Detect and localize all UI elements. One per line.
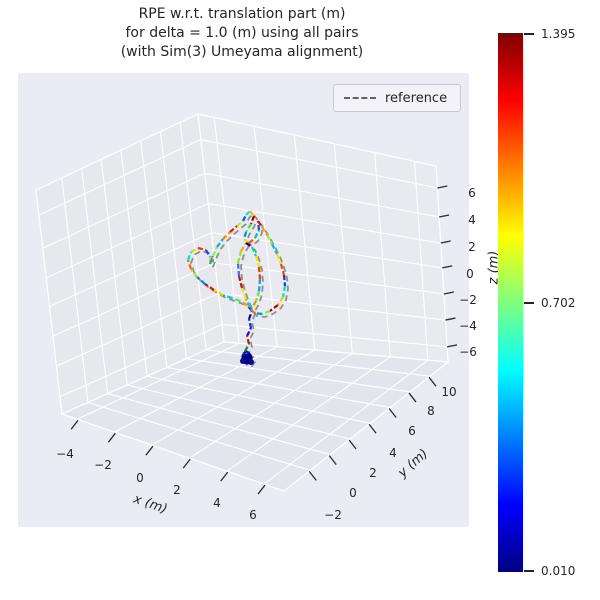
trajectory-segment [249,210,255,217]
trajectory-segment [245,298,251,308]
trajectory-segment [257,220,263,228]
z-tick-label: 0 [466,267,474,281]
z-tick-label: −6 [459,345,477,359]
trajectory-segment [216,238,224,248]
y-tick-label: 2 [369,466,377,480]
trajectory-segment [275,253,283,265]
reference-trajectory [190,212,289,367]
trajectory-segment [231,296,241,303]
trajectory-segment [236,220,244,227]
x-tick-label: −4 [56,447,74,461]
trajectory-segment [229,225,238,233]
z-tick-label: 4 [468,213,476,227]
trajectory-segment [240,287,248,300]
z-tick-label: 6 [468,186,476,200]
trajectory-segment [239,300,248,306]
y-tick-label: 8 [427,404,435,418]
trajectory-segment [190,268,198,278]
title-line-1: RPE w.r.t. translation part (m) [138,6,346,22]
trajectory-segment [243,238,250,244]
title-line-2: for delta = 1.0 (m) using all pairs [125,25,359,41]
trajectory-segment [213,289,224,296]
trajectory-segment [271,243,278,255]
trajectory-segment [205,249,211,258]
x-tick-label: 6 [249,508,257,522]
trajectory-segment [222,293,233,300]
trajectory-segment [254,255,261,268]
trajectory-segment [237,275,244,289]
z-tick-label: 2 [468,240,476,254]
trajectory-segment [249,306,255,314]
trajectory-segment [250,246,258,257]
chart-title: RPE w.r.t. translation part (m) for delt… [8,5,476,62]
z-tick-label: −4 [459,319,477,333]
trajectory-segment [186,259,193,270]
x-tick-label: 4 [213,496,221,510]
trajectory-segment [282,274,287,287]
colorbar-min-label: 0.010 [541,564,576,578]
trajectory-segment [242,231,248,240]
trajectory-segment [190,247,199,253]
colorbar-mid-label: 0.702 [541,296,576,310]
trajectory-segment [277,296,284,306]
trajectory-segment [242,214,247,222]
colorbar [498,33,523,572]
trajectory-segment [245,223,252,233]
y-tick-label: 6 [408,424,416,438]
colorbar-max-label: 1.395 [541,27,576,41]
trajectory-segment [251,300,257,309]
trajectory-segment [281,285,287,298]
trajectory-segment [261,309,271,316]
title-line-3: (with Sim(3) Umeyama alignment) [120,44,364,60]
trajectory-segment [253,311,263,316]
x-tick-label: 2 [173,483,181,497]
trajectory-segment [254,290,261,302]
y-tick-label: 4 [389,446,397,460]
trajectory-segment [249,215,256,225]
trajectory-segment [208,255,215,265]
trajectory-segment [211,246,219,257]
y-tick-label: 10 [441,385,457,399]
y-tick-label: −2 [324,508,342,522]
trajectory-segment [279,263,286,276]
trajectory-segment [246,327,252,337]
trajectory-segment [240,242,247,252]
trajectory-segment [222,231,231,240]
trajectory-segment [236,262,241,277]
x-tick-label: −2 [94,458,112,472]
trajectory-segment [248,237,256,244]
colorbar-max-tick [524,33,534,35]
trajectory-segment [186,251,193,261]
trajectory-segment [266,234,273,245]
trajectory-segment [245,350,251,355]
trajectory-segment [257,278,262,292]
x-tick-label: 0 [136,471,144,485]
trajectory-segment [254,229,260,239]
trajectory-segment [196,276,206,285]
trajectory-segment [269,304,279,312]
legend-label: reference [385,90,448,106]
trajectory-segment [244,343,250,352]
trajectory-segment [247,310,254,320]
y-tick-label: 0 [349,486,357,500]
trajectory-segment [247,318,253,329]
z-tick-label: −2 [459,293,477,307]
trajectory-segment [236,250,243,264]
trajectory-segment [257,266,262,280]
colorbar-min-tick [524,570,534,572]
legend-dashed-line-icon [344,97,376,99]
trajectory-segment [197,246,207,252]
colorbar-mid-tick [524,302,534,304]
trajectory-segment [245,335,251,345]
trajectory-segment [261,226,268,236]
trajectory-segment [204,283,215,291]
trajectory-segment [245,242,253,248]
legend: reference [333,84,461,112]
